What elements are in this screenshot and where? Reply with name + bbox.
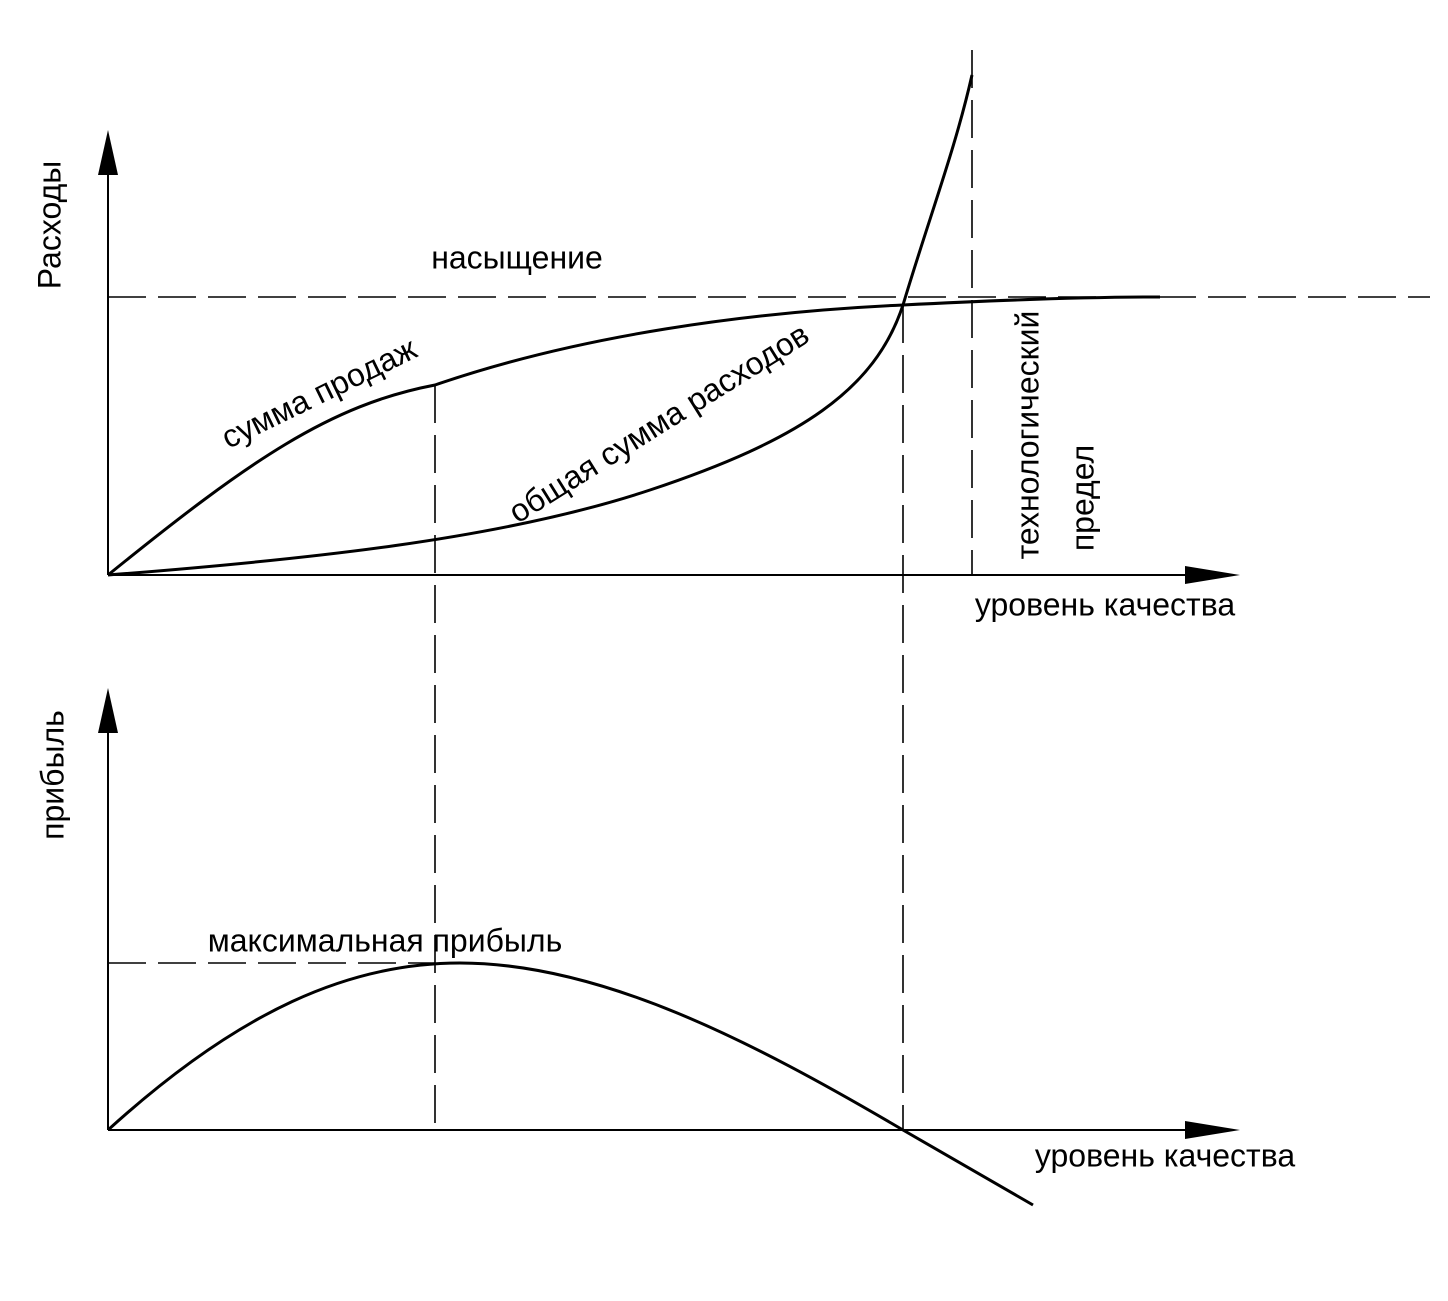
sales-curve bbox=[107, 295, 1161, 577]
max-profit-label: максимальная прибыль bbox=[208, 922, 563, 958]
axis-arrow bbox=[1185, 1121, 1240, 1139]
y-label: прибыль bbox=[34, 710, 70, 840]
limit-label: технологический bbox=[1009, 311, 1045, 560]
y-label: Расходы bbox=[31, 161, 67, 289]
costs-curve bbox=[107, 74, 974, 577]
x-label: уровень качества bbox=[1035, 1137, 1295, 1173]
axis-arrow bbox=[98, 688, 118, 733]
axis-arrow bbox=[98, 130, 118, 175]
limit-label: предел bbox=[1064, 445, 1100, 551]
costs-label: общая сумма расходов bbox=[502, 316, 815, 530]
profit-curve bbox=[106, 961, 1034, 1207]
saturation-label: насыщение bbox=[431, 239, 603, 275]
x-label: уровень качества bbox=[975, 586, 1235, 622]
sales-label: сумма продаж bbox=[216, 330, 423, 456]
axis-arrow bbox=[1185, 566, 1240, 584]
